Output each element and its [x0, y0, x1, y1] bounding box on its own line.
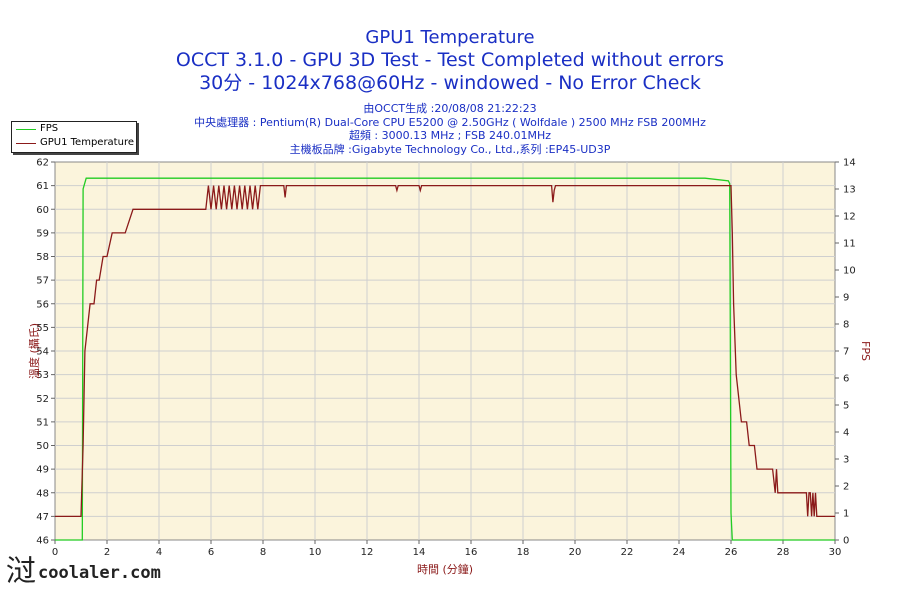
y-tick-label: 53 [36, 370, 49, 381]
y2-tick-label: 12 [843, 212, 856, 223]
x-tick-label: 6 [208, 547, 214, 558]
series-line-gpu1-temperature [55, 184, 835, 518]
y2-tick-label: 11 [843, 239, 856, 250]
system-info: 由OCCT生成 :20/08/08 21:22:23 中央處理器 : Penti… [0, 102, 900, 156]
y2-tick-label: 14 [843, 158, 856, 169]
y-tick-label: 54 [36, 347, 49, 358]
y-tick-label: 47 [36, 512, 49, 523]
legend-swatch-fps [16, 129, 36, 130]
y-tick-label: 51 [36, 417, 49, 428]
x-tick-label: 10 [309, 547, 322, 558]
y2-tick-label: 13 [843, 185, 856, 196]
x-tick-label: 16 [465, 547, 478, 558]
chart-subtitle: OCCT 3.1.0 - GPU 3D Test - Test Complete… [175, 49, 725, 71]
y-tick-label: 52 [36, 394, 49, 405]
y2-tick-label: 0 [843, 536, 849, 547]
x-axis: 0 2 4 6 8 10 12 14 16 18 20 22 24 26 28 30 [52, 540, 842, 558]
y-axis-left-label: 溫度 (攝氏) [27, 323, 41, 379]
x-tick-label: 24 [673, 547, 686, 558]
series-line-fps [55, 177, 835, 541]
chart-legend: FPS GPU1 Temperature [11, 121, 137, 153]
x-tick-label: 4 [156, 547, 162, 558]
y2-tick-label: 1 [843, 509, 849, 520]
y2-tick-label: 4 [843, 428, 849, 439]
legend-item-temperature: GPU1 Temperature [12, 136, 136, 150]
y2-tick-label: 2 [843, 482, 849, 493]
y2-tick-label: 10 [843, 266, 856, 277]
y-tick-label: 48 [36, 488, 49, 499]
y-axis-right-label: FPS [859, 341, 872, 361]
y-tick-label: 58 [36, 252, 49, 263]
x-tick-label: 28 [777, 547, 790, 558]
info-line-motherboard: 主機板品牌 :Gigabyte Technology Co., Ltd.,系列 … [289, 142, 611, 156]
y-tick-label: 62 [36, 158, 49, 169]
x-tick-label: 14 [413, 547, 426, 558]
y-tick-label: 59 [36, 228, 49, 239]
legend-label-fps: FPS [40, 123, 59, 134]
legend-label-temperature: GPU1 Temperature [40, 137, 134, 148]
x-tick-label: 30 [829, 547, 842, 558]
x-tick-label: 2 [104, 547, 110, 558]
y2-tick-label: 6 [843, 374, 849, 385]
y-tick-label: 61 [36, 181, 49, 192]
x-tick-label: 12 [361, 547, 374, 558]
y-tick-label: 60 [36, 205, 49, 216]
info-line-generated: 由OCCT生成 :20/08/08 21:22:23 [363, 102, 537, 115]
legend-item-fps: FPS [12, 122, 136, 136]
y-axis-left: 46 47 48 49 50 51 52 53 54 55 56 57 58 59 60 61 62 [36, 158, 55, 547]
y2-tick-label: 9 [843, 293, 849, 304]
y-tick-label: 56 [36, 299, 49, 310]
y2-tick-label: 7 [843, 347, 849, 358]
x-tick-label: 22 [621, 547, 634, 558]
x-tick-label: 8 [260, 547, 266, 558]
legend-swatch-temperature [16, 143, 36, 144]
watermark-text: coolaler.com [38, 563, 161, 583]
info-line-cpu: 中央處理器 : Pentium(R) Dual-Core CPU E5200 @… [194, 115, 706, 129]
x-tick-label: 18 [517, 547, 530, 558]
y2-tick-label: 3 [843, 455, 849, 466]
y-tick-label: 46 [36, 536, 49, 547]
y2-tick-label: 5 [843, 401, 849, 412]
y-tick-label: 50 [36, 441, 49, 452]
x-tick-label: 0 [52, 547, 58, 558]
x-tick-label: 26 [725, 547, 738, 558]
watermark-glyph-icon: 㳡 [6, 554, 36, 589]
x-tick-label: 20 [569, 547, 582, 558]
y-tick-label: 57 [36, 276, 49, 287]
info-line-overclock: 超頻 : 3000.13 MHz ; FSB 240.01MHz [348, 129, 552, 142]
chart-title: GPU1 Temperature [365, 27, 535, 48]
watermark: 㳡 coolaler.com [6, 546, 161, 590]
y-tick-label: 55 [36, 323, 49, 334]
chart-subtitle-2: 30分 - 1024x768@60Hz - windowed - No Erro… [199, 72, 701, 94]
x-axis-label: 時間 (分鐘) [417, 562, 473, 576]
y-tick-label: 49 [36, 465, 49, 476]
y2-tick-label: 8 [843, 320, 849, 331]
series-lines [55, 177, 835, 541]
